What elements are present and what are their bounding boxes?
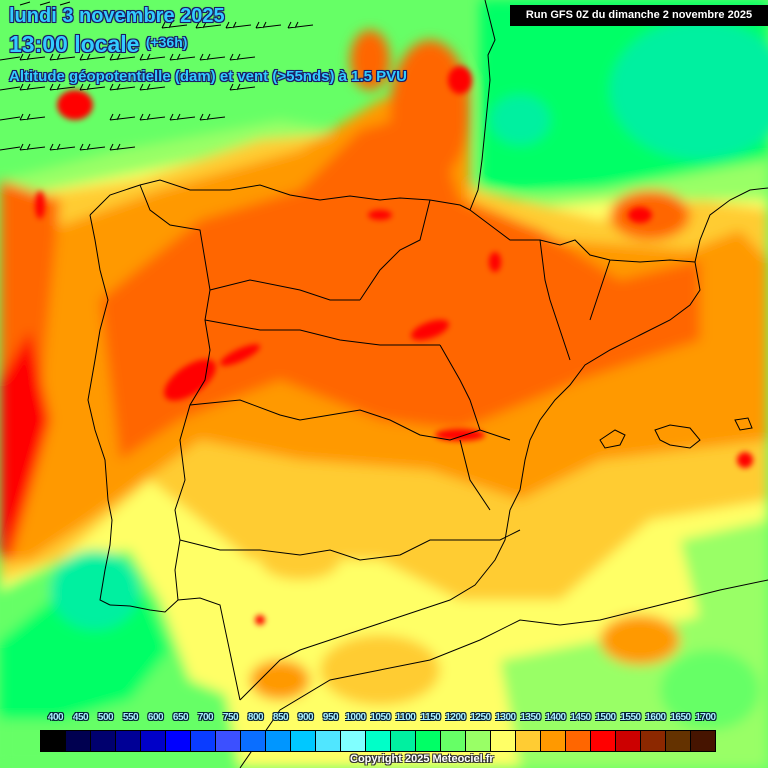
legend-label: 1550 <box>620 712 641 723</box>
legend-label: 750 <box>222 712 239 723</box>
legend-swatch <box>341 731 365 751</box>
legend-swatch <box>191 731 215 751</box>
color-scale-legend <box>40 730 716 752</box>
legend-swatch <box>616 731 640 751</box>
legend-swatch <box>416 731 440 751</box>
legend-label: 800 <box>247 712 264 723</box>
legend-swatch <box>316 731 340 751</box>
legend-swatch <box>91 731 115 751</box>
legend-swatch <box>241 731 265 751</box>
legend-swatch <box>491 731 515 751</box>
legend-label: 1500 <box>595 712 616 723</box>
legend-swatch <box>541 731 565 751</box>
forecast-local-time: 13:00 locale <box>9 31 140 57</box>
coastlines-and-borders <box>87 0 768 768</box>
legend-label: 550 <box>122 712 139 723</box>
legend-swatch <box>291 731 315 751</box>
legend-label: 1650 <box>670 712 691 723</box>
legend-label: 1450 <box>570 712 591 723</box>
legend-swatch <box>666 731 690 751</box>
legend-label: 1350 <box>520 712 541 723</box>
parameter-description: Altitude géopotentielle (dam) et vent (>… <box>9 68 407 85</box>
legend-label: 1700 <box>695 712 716 723</box>
legend-label: 1000 <box>345 712 366 723</box>
legend-label: 1150 <box>420 712 441 723</box>
legend-swatch <box>691 731 715 751</box>
forecast-time: 13:00 locale (+36h) <box>9 31 187 58</box>
legend-swatch <box>41 731 65 751</box>
legend-swatch <box>566 731 590 751</box>
legend-label: 950 <box>322 712 339 723</box>
legend-swatch <box>591 731 615 751</box>
copyright-text: Copyright 2025 Meteociel.fr <box>350 753 494 765</box>
legend-label: 1250 <box>470 712 491 723</box>
legend-swatch <box>216 731 240 751</box>
wind-barbs <box>0 1 314 151</box>
legend-swatch <box>441 731 465 751</box>
legend-label: 1400 <box>545 712 566 723</box>
legend-swatch <box>391 731 415 751</box>
legend-label: 600 <box>147 712 164 723</box>
legend-swatch <box>466 731 490 751</box>
legend-label: 1100 <box>395 712 416 723</box>
legend-labels: 400 450 500 550 600 650 700 750 800 850 900 950 1000… <box>40 712 720 726</box>
legend-swatch <box>641 731 665 751</box>
run-info-badge: Run GFS 0Z du dimanche 2 novembre 2025 <box>510 5 768 26</box>
legend-label: 900 <box>297 712 314 723</box>
legend-label: 400 <box>47 712 64 723</box>
legend-label: 500 <box>97 712 114 723</box>
legend-label: 1300 <box>495 712 516 723</box>
legend-swatch <box>141 731 165 751</box>
legend-label: 1200 <box>445 712 466 723</box>
legend-label: 1050 <box>370 712 391 723</box>
legend-label: 1600 <box>645 712 666 723</box>
legend-swatch <box>266 731 290 751</box>
legend-label: 450 <box>72 712 89 723</box>
legend-swatch <box>516 731 540 751</box>
max-spots <box>35 66 753 625</box>
legend-label: 850 <box>272 712 289 723</box>
legend-label: 700 <box>197 712 214 723</box>
lead-time: (+36h) <box>145 34 188 50</box>
forecast-date: lundi 3 novembre 2025 <box>9 5 225 27</box>
legend-swatch <box>366 731 390 751</box>
legend-swatch <box>116 731 140 751</box>
legend-label: 650 <box>172 712 189 723</box>
legend-swatch <box>66 731 90 751</box>
legend-swatch <box>166 731 190 751</box>
